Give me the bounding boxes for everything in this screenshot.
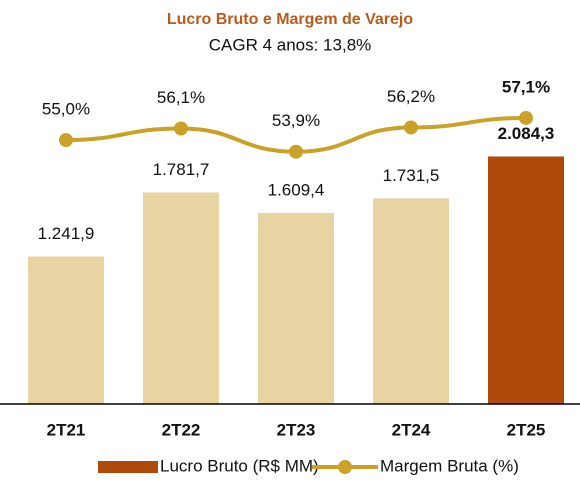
x-tick-label: 2T22 [162,420,201,439]
chart-title: Lucro Bruto e Margem de Varejo [167,11,414,28]
bar-value-label: 2.084,3 [498,124,555,143]
line-value-label: 53,9% [272,111,320,130]
line-point [59,133,73,148]
line-value-label: 56,1% [157,88,205,107]
bar-value-label: 1.781,7 [153,160,210,179]
line-value-label: 56,2% [387,87,435,106]
line-point [519,110,533,125]
bar [373,198,449,404]
bar-value-label: 1.241,9 [38,224,95,243]
x-tick-label: 2T24 [392,420,431,439]
line-value-label: 55,0% [42,100,90,119]
bar [488,156,564,404]
legend-swatch [98,461,158,473]
line-point [174,121,188,136]
bar [143,192,219,404]
bar-value-label: 1.609,4 [268,180,325,199]
bar [28,256,104,404]
x-tick-label: 2T23 [277,420,316,439]
legend-label: Margem Bruta (%) [380,456,519,475]
x-tick-label: 2T21 [47,420,86,439]
chart-subtitle: CAGR 4 anos: 13,8% [209,35,372,54]
legend-label: Lucro Bruto (R$ MM) [160,456,319,475]
legend-swatch [338,460,352,474]
x-tick-label: 2T25 [507,420,546,439]
bar-value-label: 1.731,5 [383,166,440,185]
line-value-label: 57,1% [502,77,550,96]
line-point [404,120,418,135]
line-point [289,144,303,159]
bar [258,212,334,404]
